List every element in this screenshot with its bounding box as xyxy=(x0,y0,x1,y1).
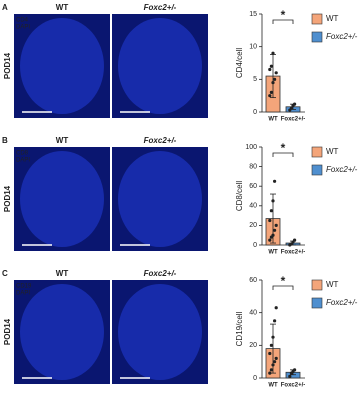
y-tick-label: 100 xyxy=(245,144,257,151)
legend-swatch xyxy=(311,146,323,158)
x-tick-label: Foxc2+/- xyxy=(281,117,306,123)
data-point xyxy=(271,335,275,339)
data-point xyxy=(269,209,273,213)
side-label: POD14 xyxy=(3,185,12,212)
panel-label: B xyxy=(2,136,8,145)
data-point xyxy=(273,319,277,323)
image-label: Foxc2+/- xyxy=(144,269,177,278)
image-label: WT xyxy=(56,136,69,145)
data-point xyxy=(269,90,273,94)
data-point xyxy=(271,199,275,203)
legend-swatch xyxy=(311,279,323,291)
legend-swatch xyxy=(311,31,323,43)
legend-swatch xyxy=(311,13,323,25)
significance-bracket xyxy=(272,19,294,24)
data-point xyxy=(271,51,275,55)
data-point xyxy=(268,238,272,242)
y-tick-label: 40 xyxy=(249,310,257,317)
stain-label: DAPI xyxy=(16,291,30,297)
data-point xyxy=(293,238,297,242)
significance-label: * xyxy=(281,141,286,155)
significance-bracket xyxy=(272,285,294,290)
legend-label: Foxc2+/- xyxy=(326,298,358,307)
x-tick-label: Foxc2+/- xyxy=(281,250,306,256)
y-tick-label: 60 xyxy=(249,277,257,284)
tissue xyxy=(20,18,104,114)
legend-label: WT xyxy=(326,147,339,156)
y-axis-label: CD4/cell xyxy=(235,48,244,78)
y-tick-label: 0 xyxy=(253,242,257,249)
significance-label: * xyxy=(281,8,286,22)
data-point xyxy=(293,102,297,106)
legend-label: WT xyxy=(326,14,339,23)
legend-label: Foxc2+/- xyxy=(326,165,358,174)
y-tick-label: 20 xyxy=(249,342,257,349)
y-tick-label: 40 xyxy=(249,203,257,210)
data-point xyxy=(293,368,297,372)
stain-label: DAPI xyxy=(16,25,30,31)
data-point xyxy=(273,228,277,232)
data-point xyxy=(268,351,272,356)
data-point xyxy=(274,223,278,227)
stain-label: CD19 xyxy=(16,284,32,290)
x-tick-label: Foxc2+/- xyxy=(281,383,306,389)
tissue xyxy=(20,151,104,247)
data-point xyxy=(273,360,277,364)
significance-label: * xyxy=(281,274,286,288)
tissue xyxy=(118,284,202,380)
tissue xyxy=(118,18,202,114)
legend-label: Foxc2+/- xyxy=(326,32,358,41)
data-point xyxy=(268,67,272,72)
legend-swatch xyxy=(311,297,323,309)
tissue xyxy=(118,151,202,247)
data-point xyxy=(273,179,277,183)
stain-label: CD8 xyxy=(16,151,29,157)
significance-bracket xyxy=(272,152,294,157)
y-tick-label: 15 xyxy=(249,11,257,18)
stain-label: DAPI xyxy=(16,158,30,164)
data-point xyxy=(273,77,277,81)
x-tick-label: WT xyxy=(268,383,278,389)
data-point xyxy=(268,94,272,98)
x-tick-label: WT xyxy=(268,117,278,123)
y-tick-label: 10 xyxy=(249,44,257,51)
stain-label: CD4 xyxy=(16,18,29,24)
data-point xyxy=(268,371,272,375)
data-point xyxy=(274,356,278,360)
legend-swatch xyxy=(311,164,323,176)
y-axis-label: CD8/cell xyxy=(235,181,244,211)
data-point xyxy=(288,374,292,378)
y-tick-label: 0 xyxy=(253,375,257,382)
y-tick-label: 20 xyxy=(249,222,257,229)
data-point xyxy=(269,368,273,372)
y-tick-label: 60 xyxy=(249,183,257,190)
data-point xyxy=(271,81,275,85)
image-label: Foxc2+/- xyxy=(144,3,177,12)
data-point xyxy=(268,218,272,223)
panel-label: C xyxy=(2,269,8,278)
data-point xyxy=(271,363,275,367)
data-point xyxy=(269,64,273,68)
data-point xyxy=(274,71,278,75)
y-tick-label: 5 xyxy=(253,76,257,83)
data-point xyxy=(274,306,278,310)
y-tick-label: 0 xyxy=(253,109,257,116)
panel-label: A xyxy=(2,3,8,12)
data-point xyxy=(271,233,275,237)
image-label: WT xyxy=(56,269,69,278)
side-label: POD14 xyxy=(3,318,12,345)
x-tick-label: WT xyxy=(268,250,278,256)
data-point xyxy=(289,106,293,110)
legend-label: WT xyxy=(326,280,339,289)
image-label: Foxc2+/- xyxy=(144,136,177,145)
image-label: WT xyxy=(56,3,69,12)
tissue xyxy=(20,284,104,380)
data-point xyxy=(269,343,273,347)
side-label: POD14 xyxy=(3,52,12,79)
y-axis-label: CD19/cell xyxy=(235,311,244,346)
y-tick-label: 80 xyxy=(249,163,257,170)
